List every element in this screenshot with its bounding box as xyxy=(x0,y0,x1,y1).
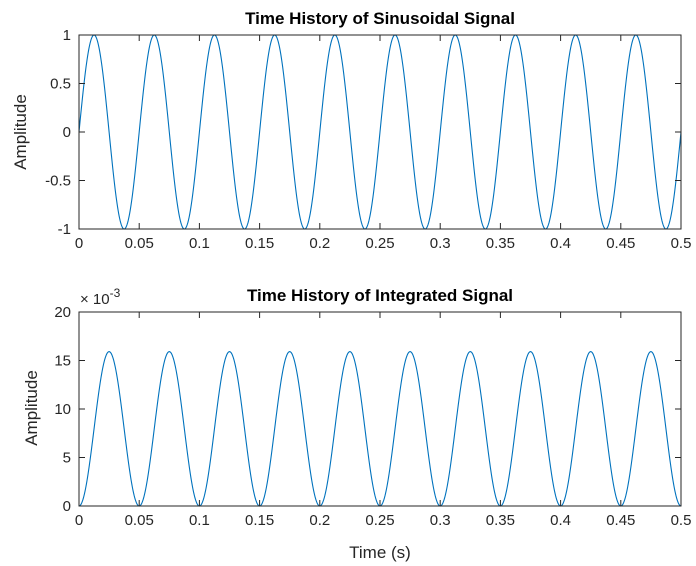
x-tick-label: 0.5 xyxy=(671,235,692,252)
x-tick-label: 0.45 xyxy=(606,512,635,529)
x-tick-label: 0.4 xyxy=(550,512,571,529)
y-tick-label: 10 xyxy=(54,401,71,418)
x-tick-label: 0.35 xyxy=(486,512,515,529)
x-tick-label: 0.05 xyxy=(125,512,154,529)
sinusoidal-signal-line xyxy=(78,34,682,230)
x-tick-label: 0.1 xyxy=(189,512,210,529)
y-tick-label: 1 xyxy=(63,27,71,44)
bottom-chart-title: Time History of Integrated Signal xyxy=(247,286,513,305)
x-tick-label: 0.5 xyxy=(671,512,692,529)
y-tick-label: 0 xyxy=(63,124,71,141)
x-tick-label: 0.2 xyxy=(309,235,330,252)
bottom-x-axis-label: Time (s) xyxy=(349,543,411,562)
x-tick-label: 0.15 xyxy=(245,235,274,252)
x-tick-label: 0.3 xyxy=(430,512,451,529)
y-tick-label: -1 xyxy=(58,221,71,238)
x-tick-label: 0.45 xyxy=(606,235,635,252)
axes-box xyxy=(78,311,682,507)
x-tick-label: 0 xyxy=(75,512,83,529)
x-tick-label: 0.35 xyxy=(486,235,515,252)
x-tick-label: 0.25 xyxy=(365,512,394,529)
x-tick-label: 0.3 xyxy=(430,235,451,252)
x-tick-label: 0.15 xyxy=(245,512,274,529)
top-axes: Time History of Sinusoidal Signal Amplit… xyxy=(11,9,691,252)
x-tick-label: 0.05 xyxy=(125,235,154,252)
y-exponent-base: × 10 xyxy=(80,291,110,308)
top-y-axis-label: Amplitude xyxy=(11,94,30,170)
x-tick-label: 0.1 xyxy=(189,235,210,252)
y-tick-label: 20 xyxy=(54,304,71,321)
y-tick-label: 5 xyxy=(63,450,71,467)
y-tick-label: 15 xyxy=(54,353,71,370)
top-chart-title: Time History of Sinusoidal Signal xyxy=(245,9,515,28)
bottom-axes: Time History of Integrated Signal Amplit… xyxy=(22,286,691,562)
y-tick-label: -0.5 xyxy=(45,173,71,190)
y-tick-label: 0.5 xyxy=(50,76,71,93)
y-tick-label: 0 xyxy=(63,498,71,515)
y-exponent-power: -3 xyxy=(110,286,121,300)
x-tick-label: 0.2 xyxy=(309,512,330,529)
bottom-y-axis-label: Amplitude xyxy=(22,370,41,446)
integrated-signal-line xyxy=(78,351,682,507)
x-tick-label: 0 xyxy=(75,235,83,252)
y-exponent-label: × 10-3 xyxy=(80,286,121,308)
x-tick-label: 0.25 xyxy=(365,235,394,252)
x-tick-label: 0.4 xyxy=(550,235,571,252)
